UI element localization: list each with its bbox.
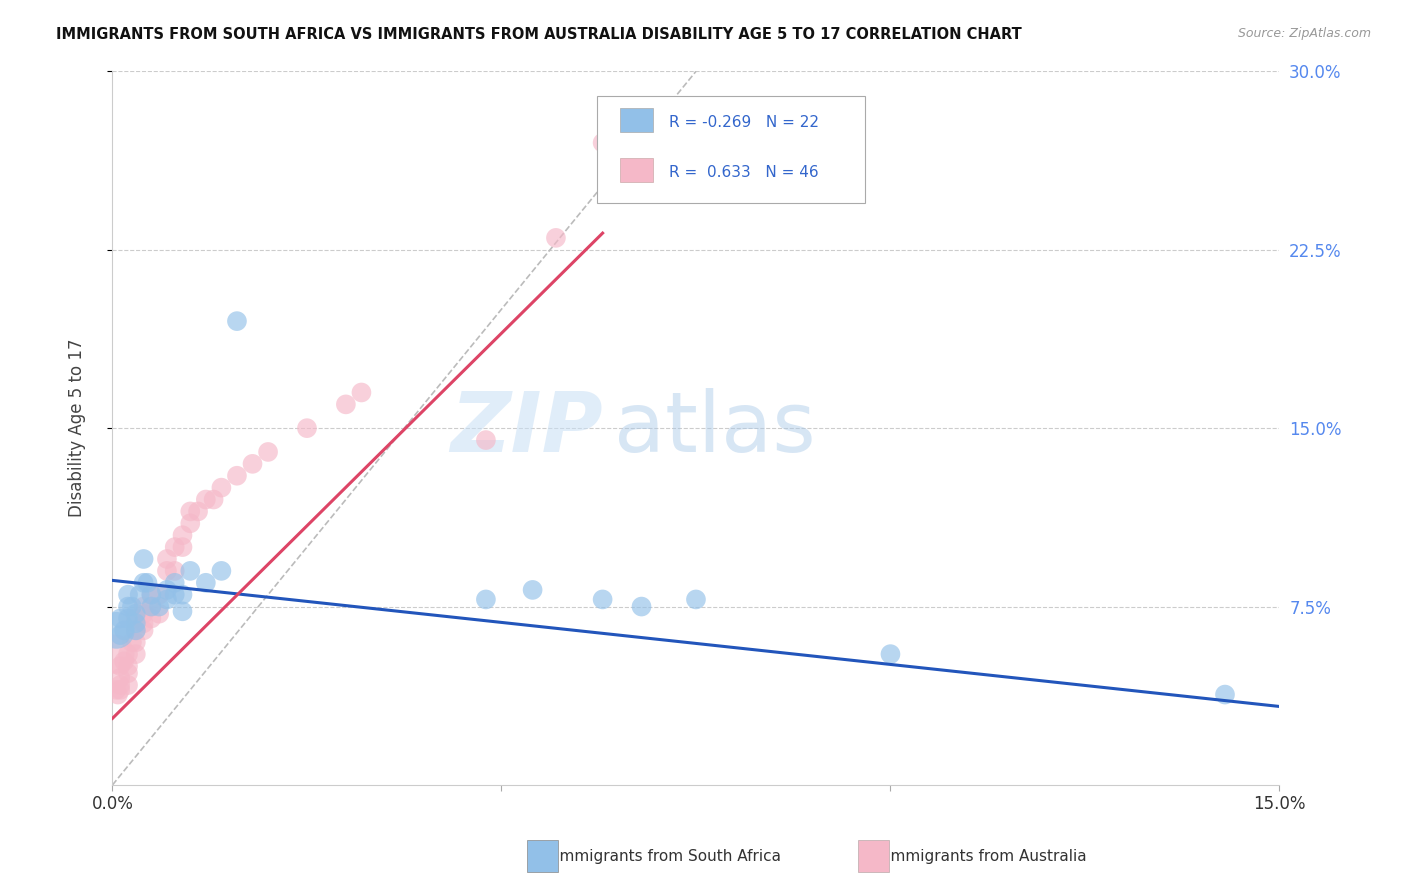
Point [110,628,132,642]
Point [121,635,143,649]
Point [685,592,707,607]
Point [202,492,225,507]
Point [112,654,135,668]
Point [136,575,159,590]
Point [475,433,498,447]
Point [194,575,217,590]
Point [132,607,155,621]
Point [179,564,201,578]
Text: ZIP: ZIP [450,388,603,468]
Point [125,635,148,649]
Text: atlas: atlas [614,388,815,468]
Point [522,582,544,597]
FancyBboxPatch shape [596,96,865,203]
Point [187,504,209,518]
Point [132,575,155,590]
Point [335,397,357,411]
Point [128,588,150,602]
Point [163,588,186,602]
Point [148,588,170,602]
Text: R = -0.269   N = 22: R = -0.269 N = 22 [669,115,820,130]
Point [141,599,163,614]
Text: Immigrants from Australia: Immigrants from Australia [886,849,1087,863]
Point [156,582,179,597]
Point [295,421,318,435]
Point [179,504,201,518]
Point [163,564,186,578]
Point [141,588,163,602]
Text: Source: ZipAtlas.com: Source: ZipAtlas.com [1237,27,1371,40]
Point [132,616,155,631]
Point [630,599,652,614]
Point [194,492,217,507]
Point [107,688,129,702]
Text: R =  0.633   N = 46: R = 0.633 N = 46 [669,165,818,180]
Point [132,624,155,638]
Point [879,647,901,661]
Point [117,666,139,681]
Point [156,592,179,607]
Point [117,611,139,625]
Point [110,682,132,697]
Point [125,616,148,631]
Point [105,682,128,697]
Point [156,552,179,566]
Point [141,599,163,614]
Point [226,314,249,328]
Text: IMMIGRANTS FROM SOUTH AFRICA VS IMMIGRANTS FROM AUSTRALIA DISABILITY AGE 5 TO 17: IMMIGRANTS FROM SOUTH AFRICA VS IMMIGRAN… [56,27,1022,42]
Point [544,231,567,245]
Point [110,659,132,673]
Point [117,659,139,673]
Point [257,445,280,459]
Point [121,599,143,614]
Point [172,588,194,602]
Point [148,599,170,614]
Point [592,592,614,607]
Point [156,564,179,578]
Point [141,588,163,602]
Point [125,647,148,661]
Point [179,516,201,531]
Point [226,468,249,483]
Point [141,611,163,625]
Y-axis label: Disability Age 5 to 17: Disability Age 5 to 17 [67,339,86,517]
Point [104,647,127,661]
Point [117,599,139,614]
Point [172,528,194,542]
Point [117,647,139,661]
Bar [620,108,652,132]
Point [112,624,135,638]
Point [117,588,139,602]
Point [125,624,148,638]
Point [209,481,232,495]
Point [110,671,132,685]
Point [163,575,186,590]
Point [1213,688,1236,702]
Point [242,457,264,471]
Point [125,611,148,625]
Point [110,611,132,625]
Point [117,678,139,692]
Point [592,136,614,150]
Point [209,564,232,578]
Point [105,624,128,638]
Point [172,540,194,554]
Point [132,552,155,566]
Text: Immigrants from South Africa: Immigrants from South Africa [555,849,782,863]
Point [475,592,498,607]
Point [163,540,186,554]
Point [125,607,148,621]
Point [132,599,155,614]
Point [125,624,148,638]
Point [172,604,194,618]
Bar [620,158,652,182]
Point [110,678,132,692]
Point [148,607,170,621]
Point [350,385,373,400]
